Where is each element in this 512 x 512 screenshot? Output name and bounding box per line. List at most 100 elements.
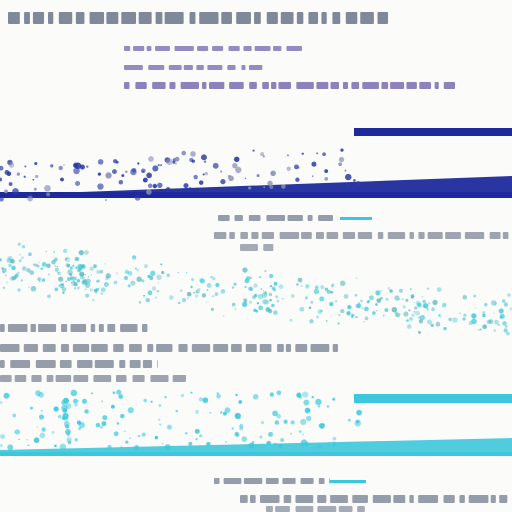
middle-scatter-dot xyxy=(290,294,295,298)
top-scatter-dot xyxy=(260,152,265,157)
lower-text-strokes-3 xyxy=(59,360,72,368)
middle-scatter-dot xyxy=(306,285,308,288)
lower-text-strokes-1 xyxy=(7,324,28,332)
middle-scatter-dot xyxy=(471,318,477,325)
top-scatter-dot xyxy=(232,162,238,169)
middle-scatter-dot xyxy=(389,289,393,293)
top-scatter-dot xyxy=(105,172,112,179)
middle-scatter-dot xyxy=(471,313,477,319)
middle-scatter-dot xyxy=(262,298,268,305)
middle-scatter-dot xyxy=(21,245,26,249)
lower-text-strokes-2 xyxy=(23,344,38,352)
middle-scatter-dot xyxy=(320,309,323,312)
top-scatter-dot xyxy=(350,187,354,191)
middle-scatter-dot xyxy=(477,328,480,331)
bottom-scatter-dot xyxy=(67,440,72,445)
middle-scatter-dot xyxy=(430,323,434,328)
middle-scatter-dot xyxy=(93,264,97,269)
middle-scatter-dot xyxy=(305,284,310,289)
lower-text-strokes-4 xyxy=(115,375,127,382)
middle-scatter-dot xyxy=(380,289,382,292)
top-scatter-dot xyxy=(190,151,196,157)
bottom-scatter-dot xyxy=(306,415,312,422)
lower-text-strokes-1 xyxy=(70,324,87,332)
subtitle-strokes-2 xyxy=(241,65,246,70)
title-strokes xyxy=(48,12,54,24)
middle-scatter-dot xyxy=(372,311,376,315)
middle-scatter-dot xyxy=(376,298,382,303)
subtitle-strokes-3 xyxy=(262,82,269,89)
middle-scatter-dot xyxy=(249,287,254,292)
top-scatter-dot xyxy=(295,177,300,182)
middle-scatter-dot xyxy=(231,302,236,307)
middle-scatter-dot xyxy=(177,271,179,274)
middle-scatter-dot xyxy=(73,287,77,290)
bottom-scatter-dot xyxy=(125,440,129,444)
title-strokes xyxy=(254,12,261,24)
subtitle-strokes-3 xyxy=(330,82,340,89)
lower-text-strokes-2 xyxy=(178,344,188,352)
middle-scatter-dot xyxy=(185,271,188,274)
title-strokes xyxy=(164,12,184,24)
bottom-scatter-dot xyxy=(113,431,119,437)
middle-scatter-dot xyxy=(45,250,48,253)
middle-scatter-dot xyxy=(210,275,213,279)
middle-scatter-dot xyxy=(29,270,35,276)
middle-scatter-dot xyxy=(37,277,41,281)
top-scatter-dot xyxy=(253,188,255,190)
top-scatter-dot xyxy=(58,165,63,171)
bottom-scatter-dot xyxy=(175,409,179,413)
middle-scatter-dot xyxy=(256,302,260,305)
footer-text-strokes-1 xyxy=(318,478,325,484)
title-strokes xyxy=(121,12,137,24)
bottom-scatter-dot xyxy=(185,432,188,435)
middle-scatter-dot xyxy=(313,288,320,295)
title-strokes xyxy=(308,12,319,24)
middle-scatter-dot xyxy=(493,329,496,332)
middle-scatter-dot xyxy=(493,319,499,325)
lower-text-strokes-2 xyxy=(91,344,108,352)
bottom-band-baseline xyxy=(0,452,512,456)
middle-scatter-dot xyxy=(90,274,93,276)
mid-text-strokes-2 xyxy=(409,232,414,239)
subtitle-strokes-2 xyxy=(207,65,223,70)
top-scatter-dot xyxy=(27,195,33,202)
middle-scatter-dot xyxy=(264,291,267,293)
middle-scatter-dot xyxy=(401,298,404,300)
middle-scatter-dot xyxy=(400,313,402,316)
bottom-scatter-dot xyxy=(7,444,14,451)
bottom-scatter-dot xyxy=(0,434,6,439)
lower-text-strokes-2 xyxy=(42,344,56,352)
middle-scatter-dot xyxy=(340,308,345,314)
middle-scatter-dot xyxy=(355,315,358,319)
bottom-scatter-dot xyxy=(74,438,78,442)
middle-scatter-dot xyxy=(254,294,257,297)
middle-scatter-dot xyxy=(259,276,262,279)
top-scatter-dot xyxy=(12,188,19,195)
bottom-scatter-dot xyxy=(59,443,67,451)
top-scatter-dot xyxy=(157,182,163,188)
middle-scatter-dot xyxy=(58,284,60,287)
subtitle-strokes-1 xyxy=(133,46,145,51)
middle-scatter-dot xyxy=(442,302,447,308)
middle-scatter-dot xyxy=(488,319,494,324)
subtitle-strokes-3 xyxy=(381,82,389,89)
middle-scatter-dot xyxy=(82,279,88,284)
bottom-scatter-dot xyxy=(158,404,162,407)
top-scatter-dot xyxy=(189,157,194,162)
top-scatter-dot xyxy=(35,174,39,179)
bottom-scatter-dot xyxy=(14,431,16,433)
footer-text-strokes-2 xyxy=(443,495,455,503)
middle-scatter-dot xyxy=(161,270,165,275)
bottom-scatter-dot xyxy=(36,426,39,428)
top-scatter-dot xyxy=(118,179,124,185)
footer-text-strokes-3 xyxy=(266,506,273,512)
middle-scatter-dot xyxy=(324,287,329,291)
top-scatter-dot xyxy=(152,165,159,172)
subtitle-strokes-3 xyxy=(406,82,417,89)
middle-scatter-dot xyxy=(482,324,488,330)
middle-scatter-dot xyxy=(414,306,418,310)
middle-scatter-dot xyxy=(103,282,109,287)
middle-scatter-dot xyxy=(423,303,429,309)
